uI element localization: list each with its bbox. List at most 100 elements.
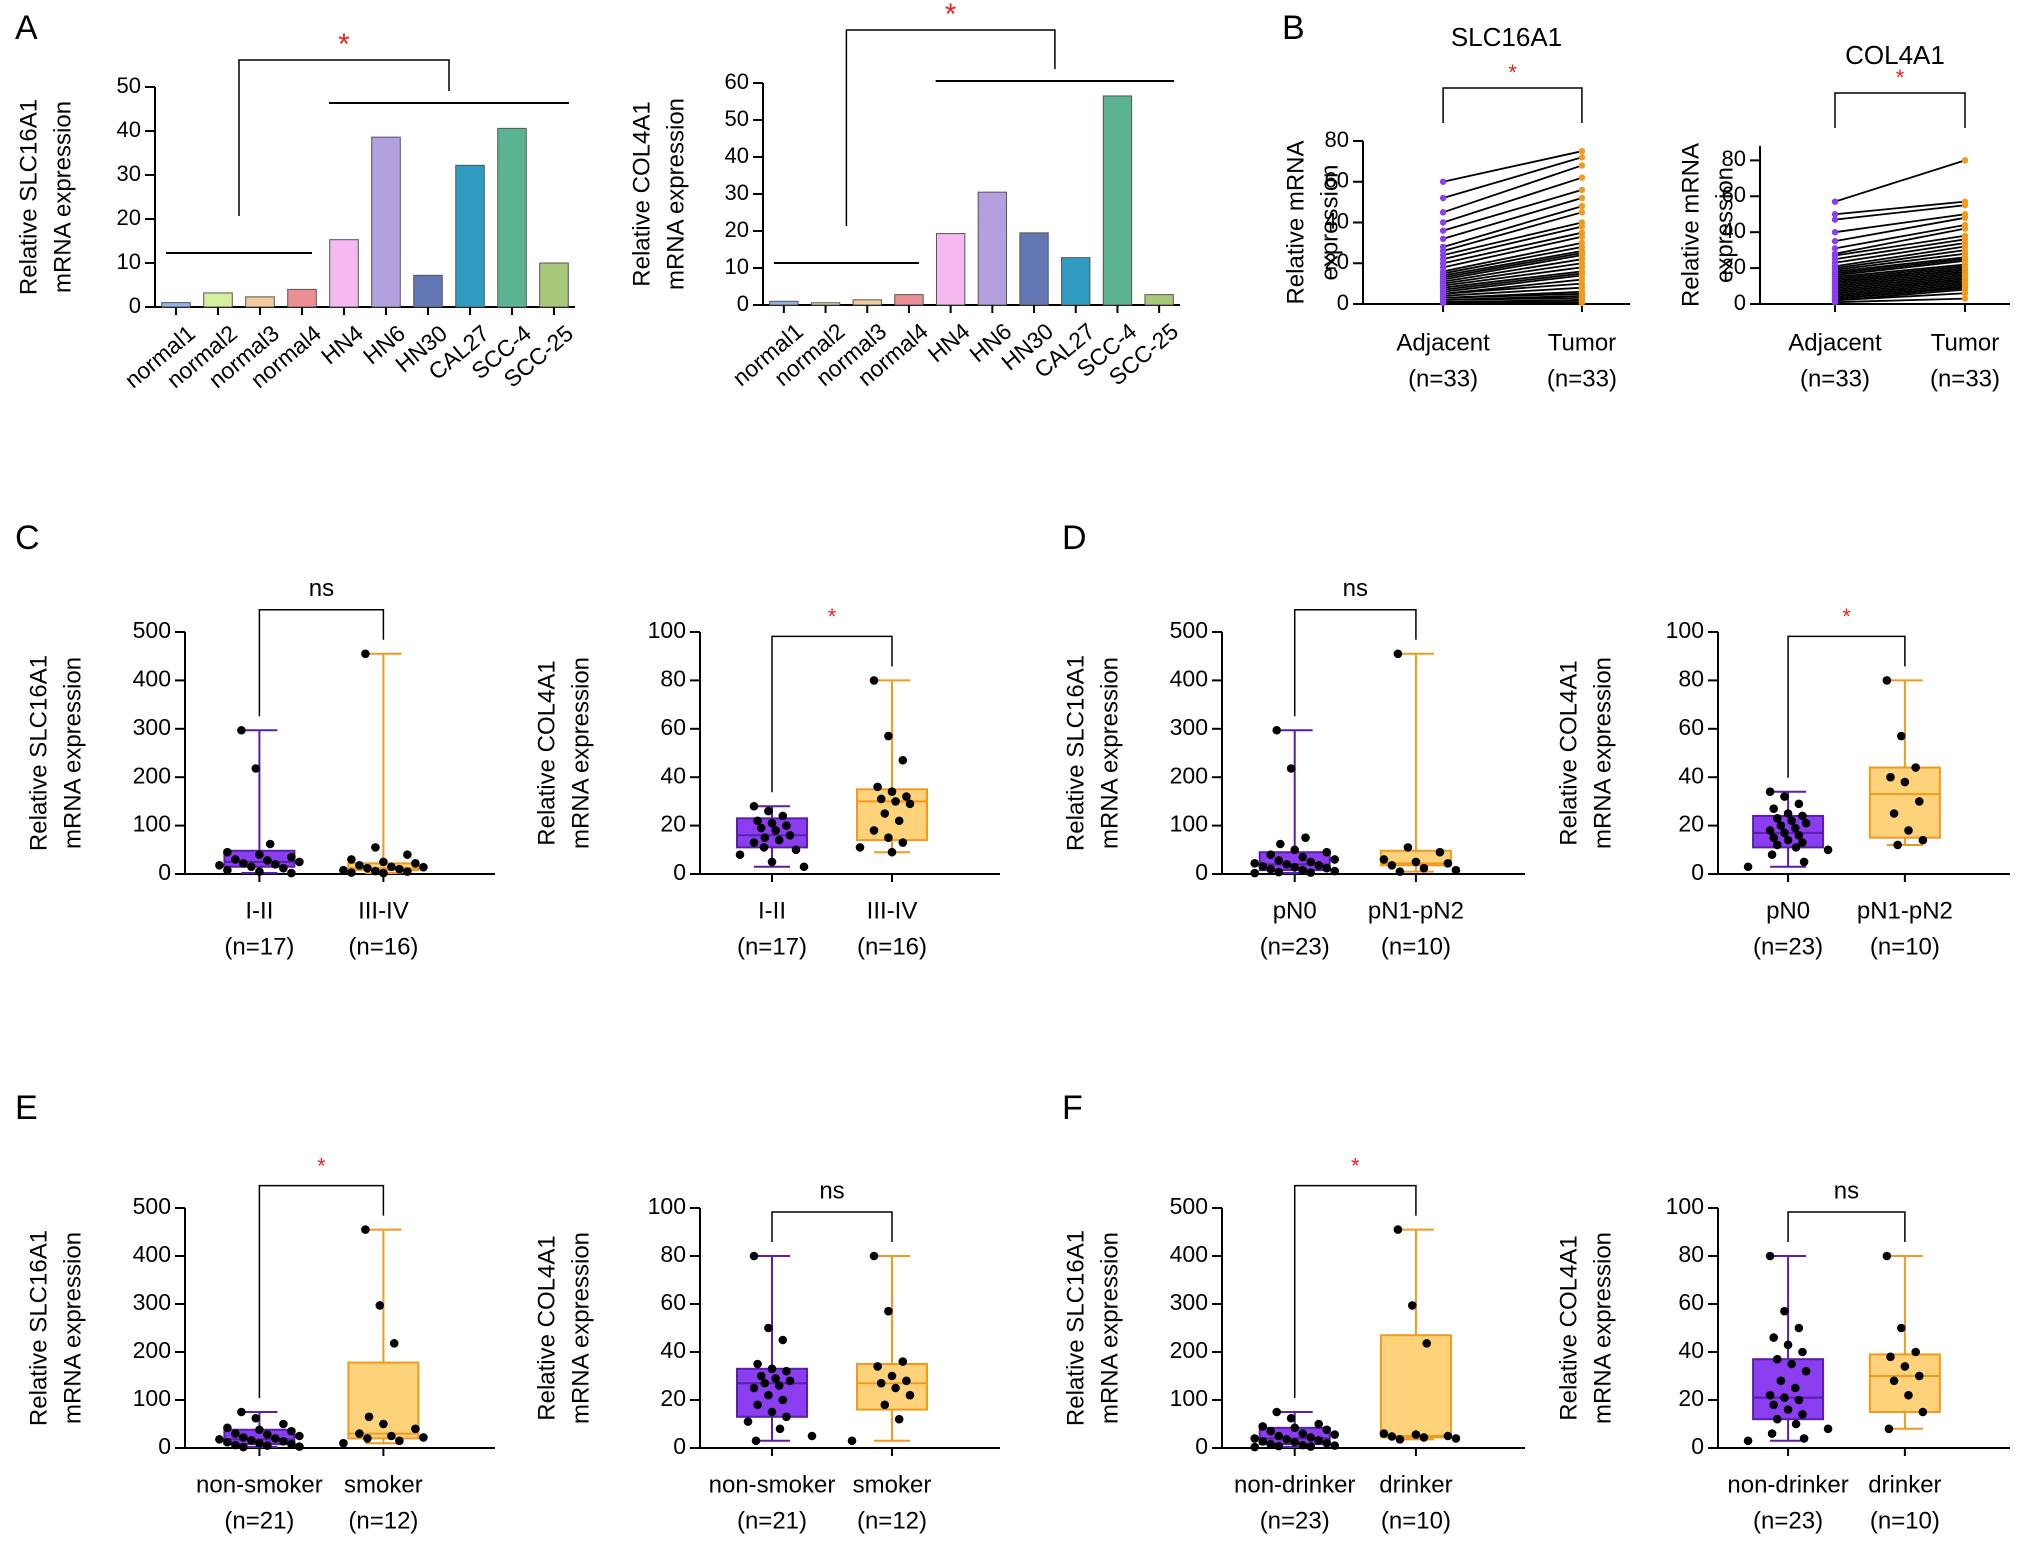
panel-a-y-tick-label: 0 — [129, 293, 141, 318]
panel-d-g1-point — [1306, 868, 1316, 877]
panel-e-g1-point — [255, 1438, 264, 1448]
panel-b-pair-line — [1442, 176, 1583, 224]
panel-e-g1-point — [231, 1440, 240, 1450]
panel-f-g1-point — [1306, 1433, 1316, 1442]
panel-c-g1-point — [223, 847, 232, 857]
panel-e-y-label: Relative SLC16A1 — [25, 1230, 52, 1426]
panel-f2-g1-point — [1798, 1347, 1807, 1357]
panel-c-g2-point — [419, 862, 428, 872]
panel-e-sig-label: * — [317, 1153, 326, 1178]
panel-c-g2-point — [347, 868, 356, 877]
panel-e-g1-point — [287, 1426, 296, 1436]
panel-d-g1-point — [1290, 845, 1300, 855]
panel-e2-g1-point — [764, 1323, 773, 1333]
panel-c2-g2-point — [887, 847, 897, 857]
panel-d-sig-bracket — [1293, 609, 1417, 717]
panel-d-g1-point — [1330, 855, 1340, 864]
panel-d-y-tick-label: 400 — [1170, 665, 1208, 691]
panel-d-g2-n-label: (n=10) — [1381, 933, 1451, 960]
panel-c2-g2-point — [884, 731, 893, 741]
panel-d2-g1-point — [1794, 799, 1804, 809]
panel-d-g2-point — [1451, 865, 1461, 875]
panel-f-g1-point — [1290, 1437, 1300, 1447]
panel-b-tumor-point — [1578, 186, 1586, 194]
panel-e-g1-point — [295, 1442, 304, 1451]
panel-c-sig-label: ns — [309, 575, 334, 602]
panel-f-g1-point — [1314, 1419, 1324, 1429]
panel-b-pair-line — [1442, 205, 1583, 248]
panel-d-g2-point — [1411, 857, 1421, 867]
panel-e2-y-tick-label: 20 — [660, 1385, 686, 1411]
panel-d2-g1-point — [1776, 821, 1786, 830]
panel-f2-g1-n-label: (n=23) — [1753, 1507, 1823, 1534]
panel-f-g1-point — [1274, 1441, 1284, 1451]
panel-a2-bar — [977, 191, 1008, 306]
panel-b2-n-label: (n=33) — [1930, 365, 2000, 392]
panel-c2-g2-point — [891, 797, 900, 806]
panel-a-x-tick-label: HN4 — [316, 320, 368, 370]
panel-f2-y-tick-label: 80 — [1678, 1241, 1704, 1267]
panel-f-g1-point — [1322, 1425, 1332, 1435]
panel-b2-pair-line — [1834, 245, 1966, 268]
panel-f-g2-point — [1408, 1301, 1417, 1310]
panel-b2-pair-line — [1834, 286, 1966, 300]
panel-e-g2-point — [375, 1301, 385, 1310]
panel-e2-g1-point — [756, 1371, 766, 1381]
panel-b-adjacent-point — [1439, 235, 1447, 242]
panel-c-g2-point — [403, 850, 412, 859]
panel-e-g1-point — [287, 1439, 296, 1449]
panel-f2-g1-point — [1823, 1424, 1833, 1434]
panel-b2-y-tick-label: 60 — [1722, 182, 1746, 207]
panel-d-g1-point — [1272, 725, 1282, 735]
panel-c-g2-point — [371, 843, 380, 852]
panel-b2-adjacent-point — [1831, 198, 1839, 205]
panel-c-g2-point — [379, 857, 388, 867]
panel-f-g2-point — [1393, 1225, 1403, 1234]
panel-f2-g1-point — [1794, 1395, 1804, 1405]
panel-b2-pair-line — [1834, 252, 1966, 271]
panel-a2-y-tick-label: 10 — [725, 254, 749, 279]
panel-c-g1-point — [271, 860, 280, 869]
panel-e2-g1-point — [767, 1364, 777, 1374]
panel-b-tumor-point — [1578, 233, 1586, 240]
panel-d2-g2-point — [1882, 676, 1892, 685]
panel-d2-g2-point — [1911, 763, 1920, 772]
panel-c-sig-bracket — [258, 609, 385, 717]
panel-b2-pair-line — [1834, 297, 1966, 304]
panel-e-g2-point — [339, 1438, 348, 1448]
panel-d2-g1-point — [1799, 857, 1809, 867]
panel-e-g1-n-label: (n=21) — [224, 1507, 294, 1534]
panel-e2-g2-point — [880, 1400, 890, 1410]
panel-e-sig-bracket — [258, 1184, 385, 1398]
panel-a2-sig-bracket — [845, 29, 1056, 226]
panel-b2-adjacent-point — [1831, 216, 1839, 223]
panel-f-g1-x-tick-label: non-drinker — [1234, 1471, 1355, 1498]
panel-c2-g2-point — [902, 792, 911, 801]
panel-c2-y-tick-label: 60 — [660, 714, 686, 740]
panel-e2-g1-point — [785, 1376, 795, 1386]
panel-f-g1-point — [1258, 1422, 1268, 1431]
panel-e-y-tick-label: 500 — [133, 1193, 171, 1219]
panel-f2-y-tick-label: 60 — [1678, 1289, 1704, 1315]
panel-d-y-label: mRNA expression — [1096, 657, 1123, 849]
panel-e-g1-point — [279, 1419, 288, 1429]
panel-c2-g2-point — [869, 676, 879, 685]
panel-b-pair-line — [1442, 270, 1583, 289]
panel-d2-g1-point — [1823, 845, 1833, 855]
panel-f-g2-box — [1379, 1334, 1452, 1439]
panel-b2-y-tick-label: 40 — [1722, 218, 1746, 243]
panel-e-g1-point — [223, 1423, 232, 1433]
panel-f2-g1-x-tick-label: non-drinker — [1727, 1471, 1848, 1498]
panel-c-g1-point — [263, 856, 272, 865]
panel-e2-g1-point — [753, 1359, 762, 1369]
panel-f-y-tick-label: 200 — [1170, 1337, 1208, 1363]
panel-c-y-tick-label: 500 — [133, 617, 171, 643]
panel-c-g2-n-label: (n=16) — [348, 933, 418, 960]
panel-c-g1-point — [295, 857, 304, 867]
panel-b2-pair-line — [1834, 270, 1966, 286]
panel-d-g1-point — [1330, 866, 1340, 876]
panel-b-adjacent-point — [1439, 219, 1447, 226]
panel-f-g1-point — [1322, 1438, 1332, 1448]
panel-d-g2-point — [1443, 859, 1453, 868]
panel-f-g1-point — [1266, 1439, 1276, 1449]
